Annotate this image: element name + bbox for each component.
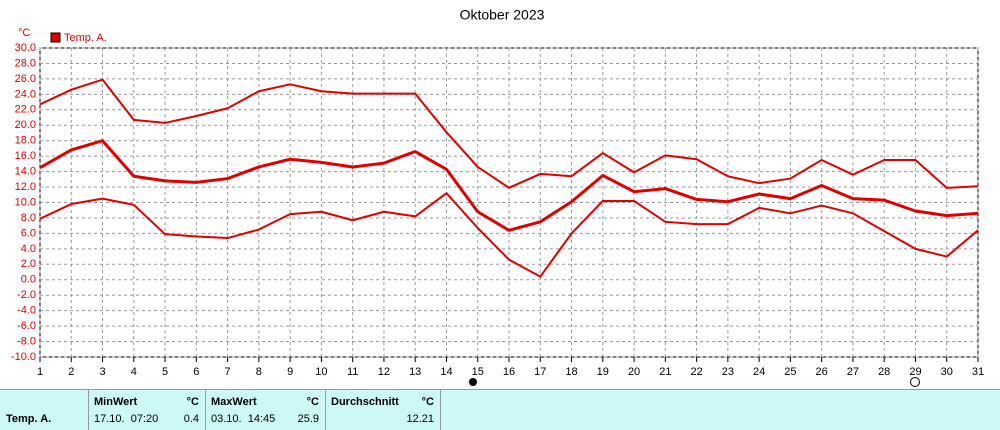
x-tick-label: 12	[378, 366, 390, 378]
y-unit: °C	[18, 27, 30, 39]
moon-full	[469, 378, 477, 386]
x-tick-label: 26	[816, 366, 828, 378]
unit: °C	[306, 396, 319, 408]
row-label: Temp. A.	[6, 413, 52, 425]
x-tick-label: 20	[628, 366, 640, 378]
x-tick-label: 19	[597, 366, 609, 378]
y-tick-label: -2.0	[17, 289, 36, 301]
x-tick-label: 30	[941, 366, 953, 378]
x-tick-label: 31	[972, 366, 984, 378]
unit: °C	[186, 396, 199, 408]
x-tick-label: 6	[193, 366, 199, 378]
y-tick-label: 4.0	[21, 243, 36, 255]
y-tick-label: 28.0	[15, 57, 36, 69]
header: MaxWert	[211, 396, 257, 408]
x-tick-label: 29	[909, 366, 921, 378]
y-tick-label: 14.0	[15, 166, 36, 178]
x-tick-label: 13	[409, 366, 421, 378]
y-tick-label: 26.0	[15, 73, 36, 85]
min-cell: MinWert °C 17.10. 07:20 0.4	[89, 390, 206, 430]
value: 25.9	[297, 413, 319, 425]
x-tick-label: 10	[315, 366, 327, 378]
y-tick-label: -10.0	[11, 351, 36, 363]
y-tick-label: 2.0	[21, 258, 36, 270]
x-tick-label: 24	[753, 366, 765, 378]
avg-cell: Durchschnitt °C 12.21	[326, 390, 441, 430]
x-tick-label: 8	[256, 366, 262, 378]
x-tick-label: 25	[784, 366, 796, 378]
y-tick-label: 8.0	[21, 212, 36, 224]
y-tick-label: 30.0	[15, 42, 36, 54]
y-tick-label: 6.0	[21, 227, 36, 239]
y-tick-label: -4.0	[17, 305, 36, 317]
stats-table: Temp. A. MinWert °C 17.10. 07:20 0.4 Max…	[0, 389, 1000, 430]
y-tick-label: 16.0	[15, 150, 36, 162]
x-tick-label: 2	[68, 366, 74, 378]
y-tick-label: 24.0	[15, 88, 36, 100]
legend-swatch	[50, 32, 61, 43]
x-tick-label: 7	[225, 366, 231, 378]
x-tick-label: 21	[659, 366, 671, 378]
chart: Oktober 2023 °C -10.0 -8.0 -6.0 -4.0 -2.0 0.0…	[11, 7, 984, 387]
x-tick-label: 22	[690, 366, 702, 378]
y-tick-label: 0.0	[21, 274, 36, 286]
x-tick-label: 14	[440, 366, 452, 378]
x-tick-label: 23	[722, 366, 734, 378]
unit: °C	[421, 396, 434, 408]
x-tick-label: 3	[99, 366, 105, 378]
x-tick-label: 17	[534, 366, 546, 378]
value: 12.21	[406, 413, 434, 425]
y-tick-label: 22.0	[15, 104, 36, 116]
y-tick-label: 18.0	[15, 135, 36, 147]
x-tick-label: 5	[162, 366, 168, 378]
x-tick-label: 28	[878, 366, 890, 378]
x-tick-label: 1	[37, 366, 43, 378]
series-line	[39, 78, 979, 189]
x-tick-label: 4	[131, 366, 137, 378]
x-tick-label: 27	[847, 366, 859, 378]
time: 17.10. 07:20	[94, 413, 159, 425]
y-tick-label: 20.0	[15, 119, 36, 131]
x-tick-label: 11	[347, 366, 358, 378]
y-tick-label: -8.0	[17, 335, 36, 347]
y-tick-label: 10.0	[15, 196, 36, 208]
row-cell: Temp. A.	[0, 390, 89, 430]
series-line	[39, 192, 979, 278]
y-tick-label: -6.0	[17, 320, 36, 332]
max-cell: MaxWert °C 03.10. 14:45 25.9	[206, 390, 326, 430]
y-tick-label: 12.0	[15, 181, 36, 193]
time: 03.10. 14:45	[211, 413, 276, 425]
legend-label: Temp. A.	[64, 32, 107, 44]
moon-new	[910, 377, 920, 387]
x-tick-label: 16	[503, 366, 515, 378]
value: 0.4	[183, 413, 199, 425]
series-line	[39, 139, 979, 232]
x-tick-label: 18	[565, 366, 577, 378]
x-tick-label: 9	[287, 366, 293, 378]
header: MinWert	[94, 396, 138, 408]
header: Durchschnitt	[331, 396, 399, 408]
x-tick-label: 15	[472, 366, 484, 378]
chart-title: Oktober 2023	[460, 7, 545, 23]
